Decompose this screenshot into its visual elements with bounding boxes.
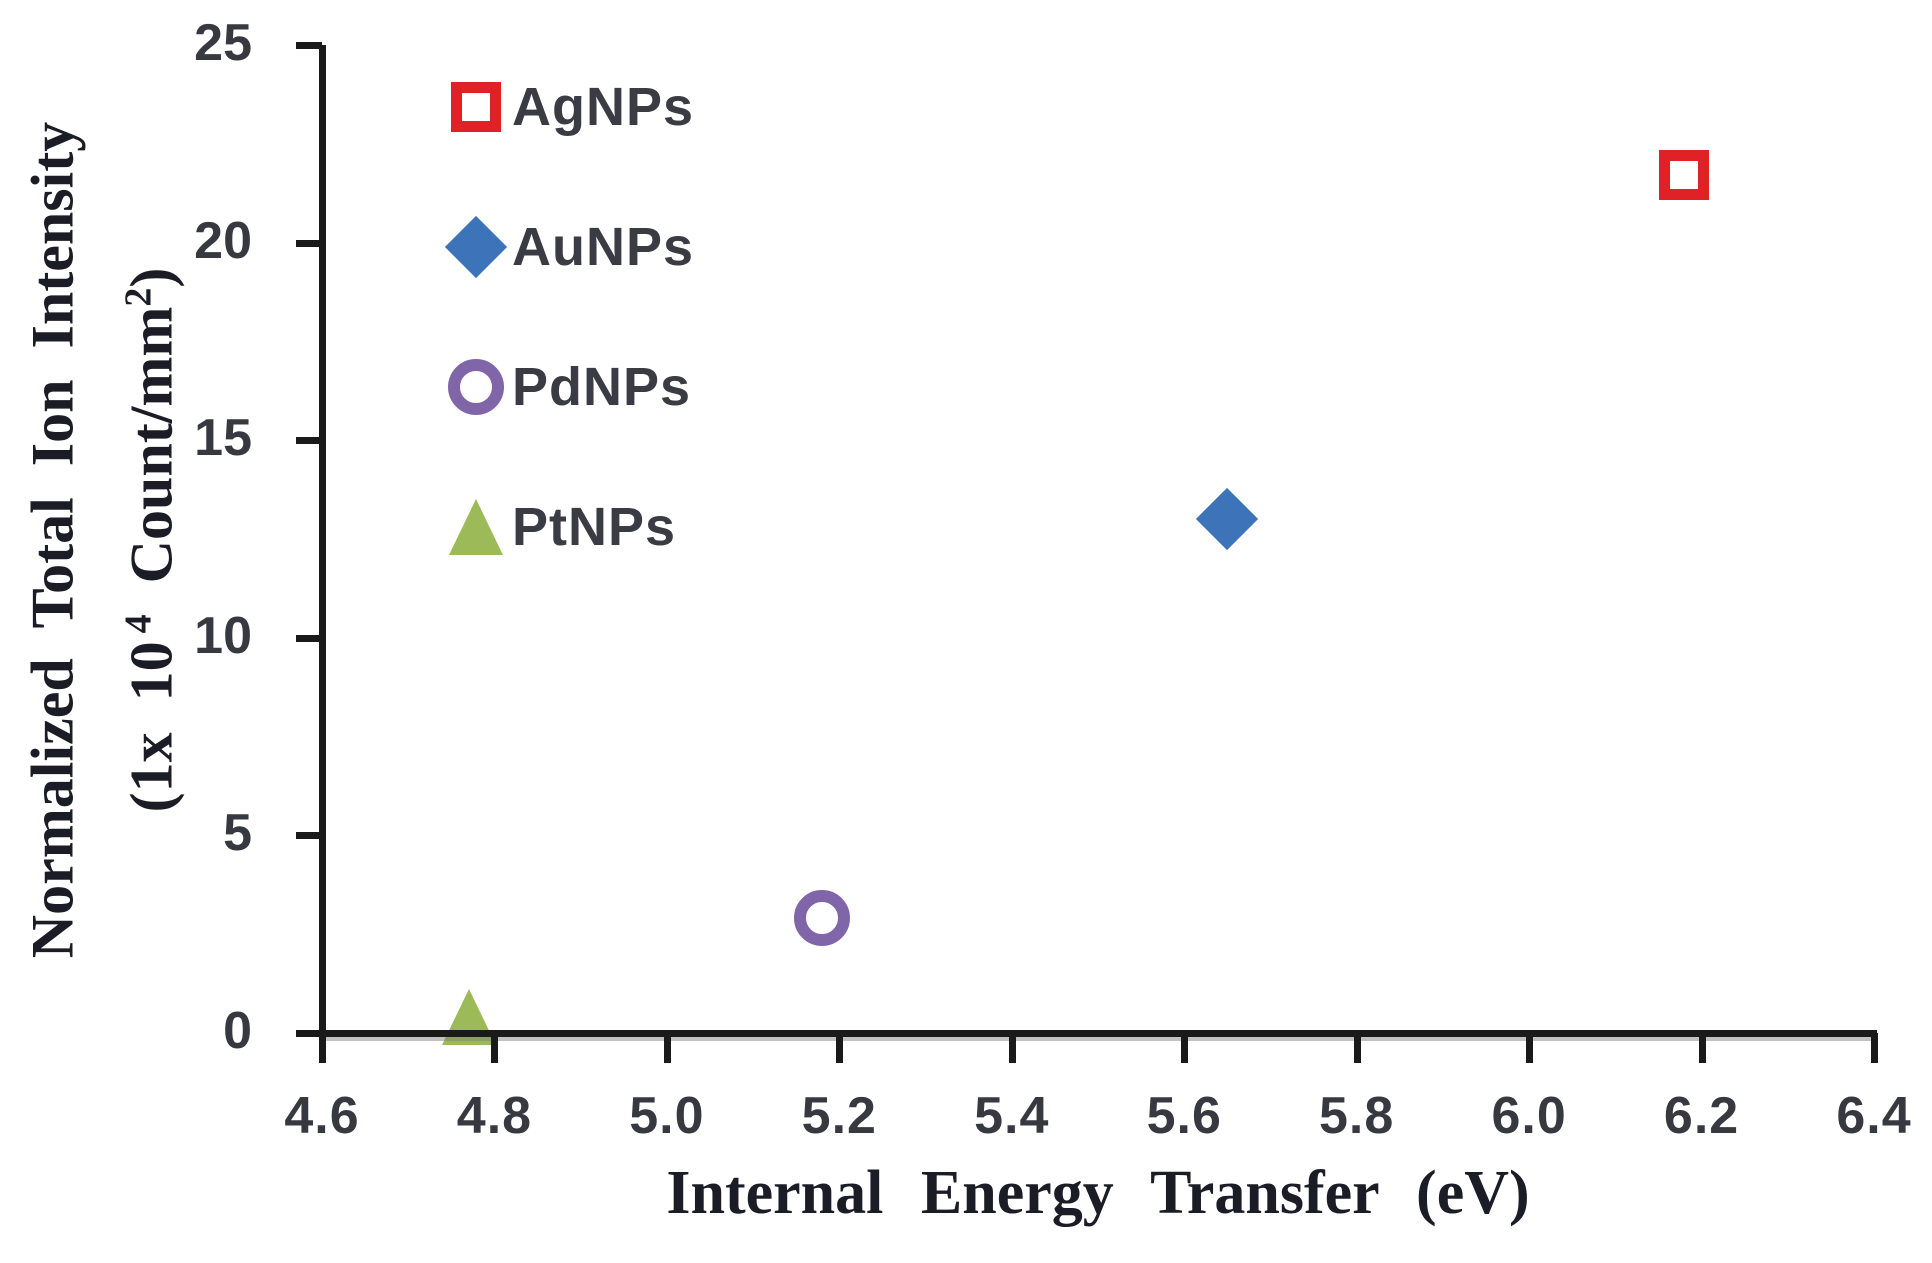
y-tick-label-10: 10 (194, 606, 252, 665)
x-tick-mark-6.4 (1871, 1033, 1878, 1063)
y-axis-title-exponent-4: 4 (117, 614, 160, 634)
y-tick-mark-15 (296, 437, 322, 445)
y-tick-mark-25 (296, 42, 322, 49)
y-tick-mark-0 (296, 1030, 322, 1037)
y-tick-label-20: 20 (194, 211, 252, 270)
x-tick-label-5.0: 5.0 (629, 1087, 705, 1145)
legend: AgNPs AuNPs PdNPs PtNPs (444, 37, 695, 597)
x-tick-label-6.0: 6.0 (1491, 1087, 1567, 1145)
x-tick-mark-5.4 (1008, 1033, 1016, 1063)
circle-open-icon (448, 359, 504, 415)
y-tick-mark-5 (296, 832, 322, 840)
aunps-data-point (1196, 488, 1259, 551)
diamond-filled-icon (444, 215, 508, 279)
x-tick-mark-4.6 (319, 1033, 326, 1063)
x-axis-line (319, 1030, 1877, 1037)
x-tick-mark-6.0 (1526, 1033, 1534, 1063)
legend-label-agnps: AgNPs (512, 77, 695, 137)
triangle-filled-icon (449, 499, 503, 555)
x-tick-label-4.8: 4.8 (456, 1087, 533, 1145)
y-axis-title-line2: (1x 10 4 Count/mm2) (96, 122, 195, 958)
x-tick-label-5.8: 5.8 (1319, 1087, 1395, 1145)
legend-label-pdnps: PdNPs (512, 357, 692, 417)
x-tick-mark-4.8 (491, 1033, 499, 1063)
y-axis-title: Normalized Total Ion Intensity (1x 10 4 C… (10, 122, 195, 958)
x-tick-mark-5.2 (836, 1033, 844, 1063)
y-tick-label-25: 25 (194, 14, 252, 72)
x-tick-label-6.2: 6.2 (1663, 1087, 1740, 1145)
agnps-data-point (1659, 150, 1710, 201)
y-tick-label-15: 15 (194, 409, 252, 468)
legend-label-ptnps: PtNPs (512, 497, 677, 557)
legend-item-pdnps: PdNPs (448, 317, 694, 457)
x-tick-label-4.6: 4.6 (284, 1087, 360, 1145)
legend-marker-box (448, 79, 504, 135)
x-tick-label-5.4: 5.4 (974, 1087, 1050, 1145)
legend-item-aunps: AuNPs (444, 177, 695, 317)
y-axis-title-line2-close: ) (118, 267, 185, 288)
y-axis-title-line1: Normalized Total Ion Intensity (19, 121, 86, 959)
y-axis-title-exponent-2: 2 (117, 287, 160, 307)
legend-item-agnps: AgNPs (448, 37, 694, 177)
x-tick-mark-5.8 (1353, 1033, 1361, 1063)
square-open-icon (451, 82, 501, 132)
legend-marker-box (448, 499, 504, 555)
legend-item-ptnps: PtNPs (448, 457, 694, 597)
x-tick-mark-6.2 (1698, 1033, 1706, 1063)
pdnps-data-point (794, 890, 851, 947)
x-tick-label-5.2: 5.2 (801, 1087, 877, 1145)
y-tick-mark-20 (296, 239, 322, 247)
y-axis-title-line2-mid: Count/mm (118, 306, 185, 584)
y-axis-title-line2-open: (1x 10 (118, 641, 185, 813)
y-tick-mark-10 (296, 634, 322, 642)
y-tick-label-5: 5 (223, 804, 252, 863)
x-tick-mark-5.0 (663, 1033, 671, 1063)
y-tick-label-0: 0 (223, 1002, 252, 1060)
legend-label-aunps: AuNPs (512, 217, 695, 277)
x-axis-title: Internal Energy Transfer (eV) (666, 1159, 1530, 1227)
y-axis-line (319, 45, 326, 1037)
x-tick-label-5.6: 5.6 (1146, 1087, 1222, 1145)
x-tick-label-6.4: 6.4 (1836, 1087, 1912, 1145)
legend-marker-box (448, 359, 504, 415)
legend-marker-box (444, 215, 508, 279)
x-tick-mark-5.6 (1181, 1033, 1189, 1063)
